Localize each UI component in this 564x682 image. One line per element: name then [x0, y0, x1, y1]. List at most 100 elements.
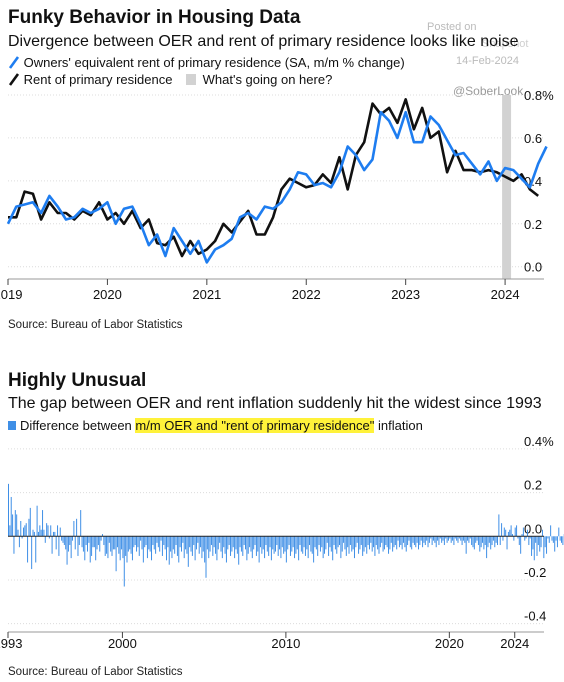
bar — [9, 525, 11, 537]
bar — [81, 536, 83, 548]
bar — [526, 529, 528, 537]
bar — [551, 536, 553, 541]
bar — [302, 536, 304, 554]
bar — [186, 536, 188, 554]
bar — [88, 536, 90, 543]
bar — [363, 536, 365, 552]
bar — [356, 536, 358, 543]
bar — [235, 536, 237, 550]
bar — [461, 536, 463, 546]
bar — [72, 536, 74, 541]
bar — [449, 536, 451, 539]
bar — [419, 536, 421, 546]
bar — [33, 531, 35, 537]
bar — [360, 536, 362, 546]
bar — [234, 536, 236, 559]
bar — [490, 536, 492, 550]
bar — [358, 536, 360, 554]
bar — [112, 536, 114, 550]
bar — [279, 536, 281, 550]
bar — [375, 536, 377, 546]
y-tick-label: 0.2 — [524, 478, 542, 493]
bar — [554, 536, 556, 552]
bar — [51, 536, 53, 554]
bar — [432, 536, 434, 541]
bar — [475, 536, 477, 543]
bar — [443, 536, 445, 546]
bar — [506, 536, 508, 550]
bar — [114, 536, 116, 550]
bar — [383, 536, 385, 550]
bar — [153, 536, 155, 550]
bar — [232, 536, 234, 548]
bar — [318, 536, 320, 546]
bar — [129, 536, 131, 550]
chart2-subtitle: The gap between OER and rent inflation s… — [8, 395, 542, 412]
bar — [291, 536, 293, 552]
series-line-oer — [6, 110, 548, 264]
bar — [511, 534, 513, 537]
bar — [321, 536, 323, 548]
bar — [424, 536, 426, 546]
bar — [287, 536, 289, 550]
bar — [484, 536, 486, 546]
bar — [435, 536, 437, 548]
bar — [36, 505, 38, 537]
bar — [341, 536, 343, 552]
bar — [548, 536, 550, 543]
bar — [148, 536, 150, 550]
bar — [257, 536, 259, 552]
bar — [522, 527, 524, 537]
x-tick-label: 2020 — [435, 636, 464, 651]
bar — [47, 525, 49, 537]
bar — [29, 507, 31, 537]
bar — [77, 536, 79, 556]
blue-slash-icon — [8, 56, 20, 69]
bar — [422, 536, 424, 548]
bar — [170, 536, 172, 552]
bar — [559, 536, 561, 541]
gray-square-icon — [186, 74, 196, 85]
bar — [89, 536, 91, 563]
bar — [351, 536, 353, 552]
bar — [167, 536, 169, 548]
bar — [371, 536, 373, 552]
bar — [452, 536, 454, 541]
bar — [24, 525, 26, 537]
bar — [408, 536, 410, 541]
bar — [59, 527, 61, 537]
bar — [373, 536, 375, 548]
bar — [202, 536, 204, 552]
bar — [453, 536, 455, 546]
bar — [377, 536, 379, 550]
x-tick-label: 2020 — [93, 287, 122, 302]
bar — [325, 536, 327, 550]
bar — [266, 536, 268, 552]
y-tick-label: -0.2 — [524, 565, 546, 580]
bar — [144, 536, 146, 548]
bar — [332, 536, 334, 561]
legend-label-diff-before: Difference between — [20, 418, 136, 433]
bar — [43, 529, 45, 537]
bar — [201, 536, 203, 559]
bar — [163, 536, 165, 546]
bar — [106, 536, 108, 554]
bar — [110, 536, 112, 552]
bar — [558, 527, 560, 537]
bar — [430, 536, 432, 539]
y-tick-label: 0.0 — [524, 521, 542, 536]
bar — [330, 536, 332, 552]
bar — [166, 536, 168, 561]
bar — [155, 536, 157, 554]
chart2-title: Highly Unusual — [8, 370, 147, 391]
bar — [121, 536, 123, 550]
bar — [400, 536, 402, 546]
bar — [101, 534, 103, 537]
bar — [270, 536, 272, 561]
bar — [398, 536, 400, 548]
bar — [269, 536, 271, 548]
chart1-subtitle: Divergence between OER and rent of prima… — [8, 33, 519, 50]
chart1-legend-shade: What's going on here? — [186, 72, 332, 87]
bar — [160, 536, 162, 541]
bar — [46, 523, 48, 537]
